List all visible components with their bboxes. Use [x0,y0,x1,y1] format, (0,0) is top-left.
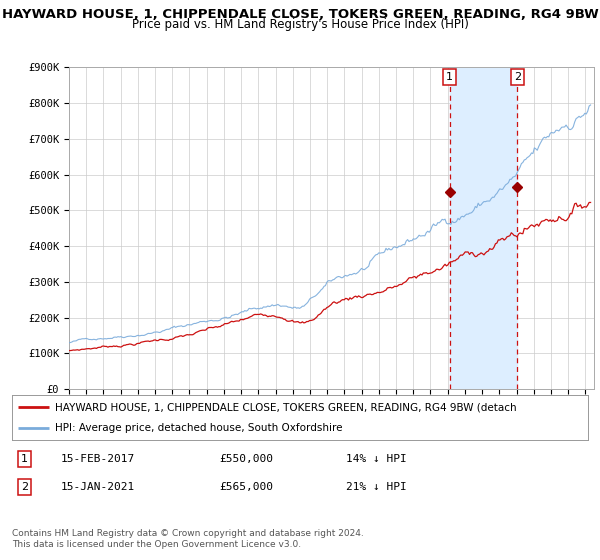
Text: £565,000: £565,000 [220,482,274,492]
Text: 1: 1 [446,72,453,82]
Bar [450,67,517,389]
Text: Price paid vs. HM Land Registry's House Price Index (HPI): Price paid vs. HM Land Registry's House … [131,18,469,31]
Text: 15-JAN-2021: 15-JAN-2021 [61,482,135,492]
Text: 15-FEB-2017: 15-FEB-2017 [61,454,135,464]
Text: Contains HM Land Registry data © Crown copyright and database right 2024.
This d: Contains HM Land Registry data © Crown c… [12,529,364,549]
Text: HPI: Average price, detached house, South Oxfordshire: HPI: Average price, detached house, Sout… [55,423,343,433]
Text: £550,000: £550,000 [220,454,274,464]
Text: 2: 2 [20,482,28,492]
Text: 21% ↓ HPI: 21% ↓ HPI [346,482,407,492]
Text: 2: 2 [514,72,521,82]
Text: HAYWARD HOUSE, 1, CHIPPENDALE CLOSE, TOKERS GREEN, READING, RG4 9BW: HAYWARD HOUSE, 1, CHIPPENDALE CLOSE, TOK… [2,8,598,21]
Text: 1: 1 [20,454,28,464]
Text: HAYWARD HOUSE, 1, CHIPPENDALE CLOSE, TOKERS GREEN, READING, RG4 9BW (detach: HAYWARD HOUSE, 1, CHIPPENDALE CLOSE, TOK… [55,402,517,412]
Text: 14% ↓ HPI: 14% ↓ HPI [346,454,407,464]
